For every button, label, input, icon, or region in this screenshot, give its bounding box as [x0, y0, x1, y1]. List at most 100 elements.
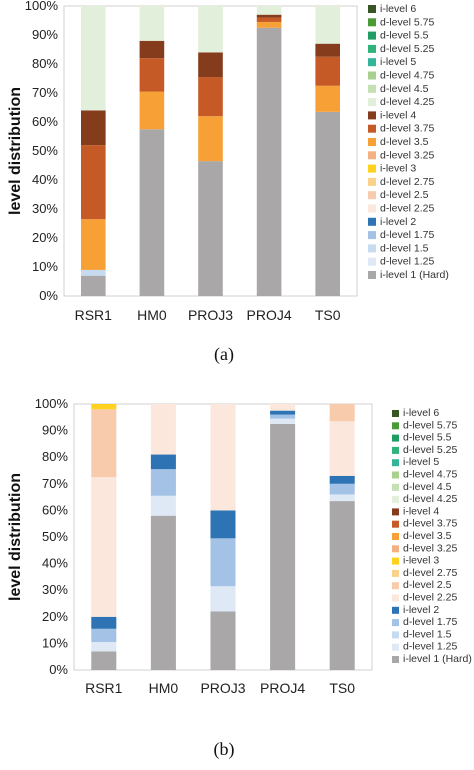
bar-segment [91, 616, 117, 629]
legend-swatch [368, 204, 376, 213]
legend-swatch [392, 656, 399, 663]
legend-swatch [368, 177, 376, 186]
legend-swatch [392, 434, 399, 442]
bar-segment [329, 494, 355, 502]
y-tick-label: 40% [32, 172, 58, 187]
legend-label: d-level 1.25 [403, 641, 457, 653]
legend-label: d-level 5.75 [380, 16, 434, 28]
legend-label: i-level 6 [403, 407, 439, 419]
bar-segment [150, 404, 176, 455]
y-tick-label: 0% [49, 662, 68, 677]
legend-label: i-level 5 [380, 56, 416, 68]
legend-swatch [392, 643, 399, 651]
y-tick-label: 20% [32, 230, 58, 245]
bar-segment [315, 111, 341, 296]
bar-segment [80, 110, 106, 146]
legend-label: d-level 2.5 [380, 189, 429, 201]
legend-label: d-level 4.75 [380, 70, 434, 82]
bar-segment [210, 538, 236, 587]
legend-label: i-level 2 [380, 216, 416, 228]
legend-label: d-level 2.5 [403, 579, 452, 591]
y-tick-label: 80% [32, 56, 58, 71]
bar-segment [139, 129, 165, 296]
x-category-label: HM0 [149, 680, 179, 696]
bar-segment [139, 40, 165, 59]
legend-label: d-level 3.75 [380, 123, 434, 135]
legend-swatch [392, 422, 399, 430]
bar-segment [256, 6, 282, 15]
x-category-label: RSR1 [85, 680, 123, 696]
legend-swatch [392, 545, 399, 553]
legend-swatch [368, 58, 376, 67]
bar-segment [256, 17, 282, 22]
y-tick-label: 20% [42, 609, 68, 624]
legend-label: d-level 5.25 [403, 444, 457, 456]
legend-label: i-level 2 [403, 604, 439, 616]
y-tick-label: 70% [42, 476, 68, 491]
bar-segment [329, 421, 355, 476]
x-category-label: TS0 [329, 680, 355, 696]
x-category-label: RSR1 [75, 307, 113, 323]
bar-segment [270, 418, 296, 424]
y-tick-label: 50% [42, 529, 68, 544]
y-tick-label: 0% [39, 288, 58, 303]
bar-segment [91, 477, 117, 617]
bar-segment [210, 586, 236, 612]
y-tick-label: 90% [42, 423, 68, 438]
legend-label: d-level 2.75 [380, 176, 434, 188]
y-tick-label: 80% [42, 449, 68, 464]
legend-label: d-level 3.25 [403, 542, 457, 554]
bar-segment [256, 14, 282, 18]
legend-label: d-level 1.5 [403, 628, 452, 640]
bar-segment [315, 85, 341, 112]
bar-segment [80, 6, 106, 111]
y-tick-label: 60% [42, 502, 68, 517]
bar-segment [315, 43, 341, 57]
chart-panel-b: 0% 10% 20% 30% 40% 50% 60% 70% 80% 90% 100% level d… [7, 396, 472, 760]
legend-swatch [392, 533, 399, 540]
legend-label: d-level 3.5 [380, 136, 429, 148]
bar-segment [91, 642, 117, 652]
bar-segment [80, 145, 106, 220]
bar-segment [80, 275, 106, 296]
legend-label: i-level 4 [403, 505, 439, 517]
figure-caption: (b) [214, 739, 235, 760]
bar-segment [91, 628, 117, 643]
legend-label: d-level 5.5 [380, 30, 429, 42]
legend-label: d-level 2.25 [380, 203, 434, 215]
bar-segment [270, 404, 296, 411]
legend-label: d-level 3.25 [380, 149, 434, 161]
figure-caption: (a) [214, 344, 234, 365]
bar-segment [198, 6, 223, 53]
bar-segment [198, 77, 223, 117]
legend-swatch [392, 619, 399, 627]
bar-segment [150, 515, 176, 670]
legend-swatch [368, 191, 376, 200]
bar-segment [91, 651, 117, 670]
legend-label: d-level 1.75 [380, 229, 434, 241]
y-tick-label: 10% [32, 259, 58, 274]
bar-segment [329, 475, 355, 484]
legend-label: i-level 5 [403, 456, 439, 468]
bar-segment [198, 52, 223, 78]
bar-segment [150, 495, 176, 516]
legend-label: d-level 4.5 [380, 83, 429, 95]
legend-swatch [368, 31, 376, 40]
legend-label: d-level 5.25 [380, 43, 434, 55]
legend-swatch [392, 631, 399, 639]
legend-label: d-level 5.75 [403, 419, 457, 431]
bar-segment [150, 469, 176, 496]
legend-label: d-level 3.5 [403, 530, 452, 542]
legend-label: d-level 4.25 [380, 96, 434, 108]
legend-swatch [392, 594, 399, 602]
x-category-label: TS0 [315, 307, 341, 323]
legend-label: d-level 4.25 [403, 493, 457, 505]
legend-swatch [392, 410, 399, 417]
legend-label: d-level 5.5 [403, 432, 452, 444]
legend-label: d-level 4.5 [403, 481, 452, 493]
bar-segment [329, 483, 355, 495]
legend-label: i-level 6 [380, 3, 416, 15]
y-tick-label: 100% [25, 0, 59, 13]
y-tick-label: 50% [32, 143, 58, 158]
